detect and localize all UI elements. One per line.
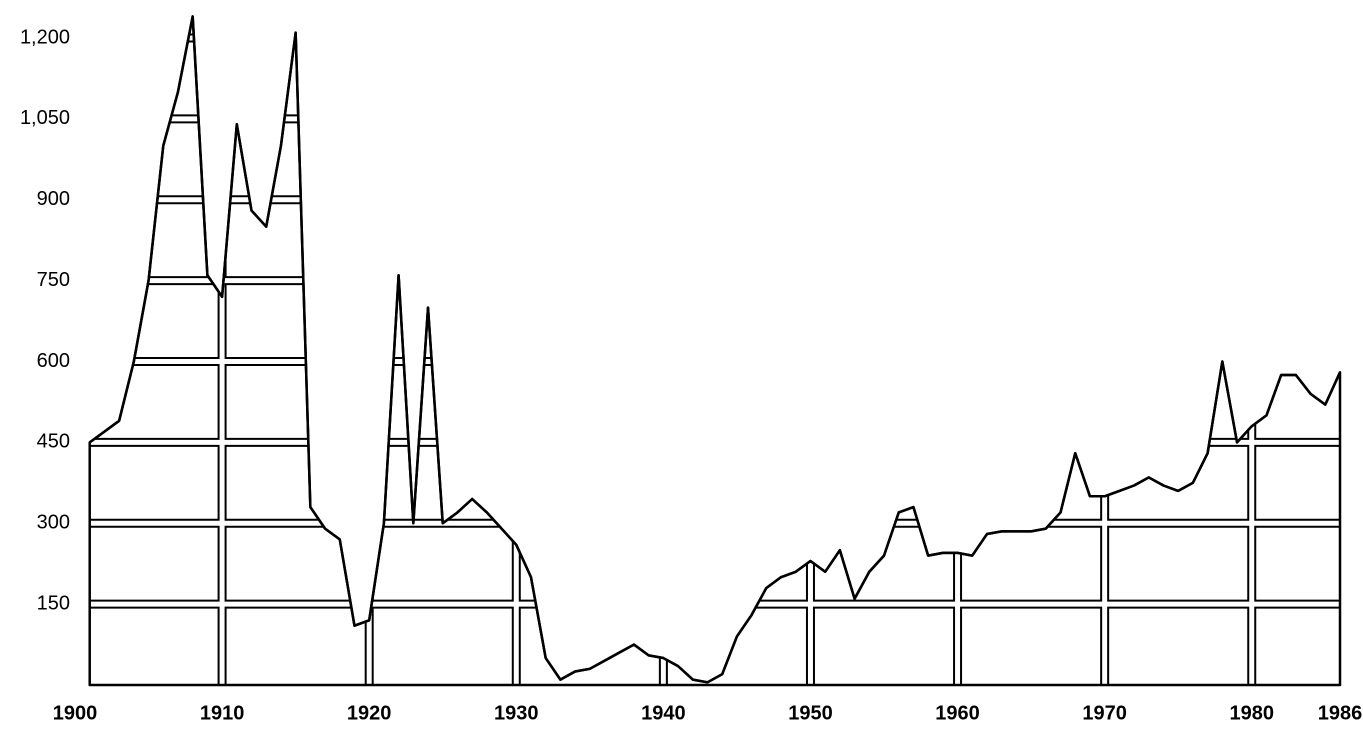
x-tick-label: 1930	[494, 702, 539, 724]
line	[88, 15, 1342, 684]
x-tick-label: 1910	[200, 702, 245, 724]
y-tick-label: 600	[37, 350, 70, 372]
y-tick-label: 1,200	[20, 26, 70, 48]
x-tick-label: 1920	[347, 702, 392, 724]
x-tick-label: 1980	[1229, 702, 1274, 724]
x-tick-label: 1986	[1318, 702, 1363, 724]
x-tick-label: 1940	[641, 702, 686, 724]
x-tick-label: 1970	[1082, 702, 1127, 724]
x-tick-label: 1900	[53, 702, 98, 724]
y-tick-label: 150	[37, 592, 70, 614]
y-tick-label: 450	[37, 431, 70, 453]
y-tick-label: 1,050	[20, 107, 70, 129]
y-tick-label: 750	[37, 269, 70, 291]
x-tick-label: 1950	[788, 702, 833, 724]
x-tick-label: 1960	[935, 702, 980, 724]
area	[89, 16, 1340, 685]
y-tick-label: 900	[37, 188, 70, 210]
y-tick-label: 300	[37, 512, 70, 534]
